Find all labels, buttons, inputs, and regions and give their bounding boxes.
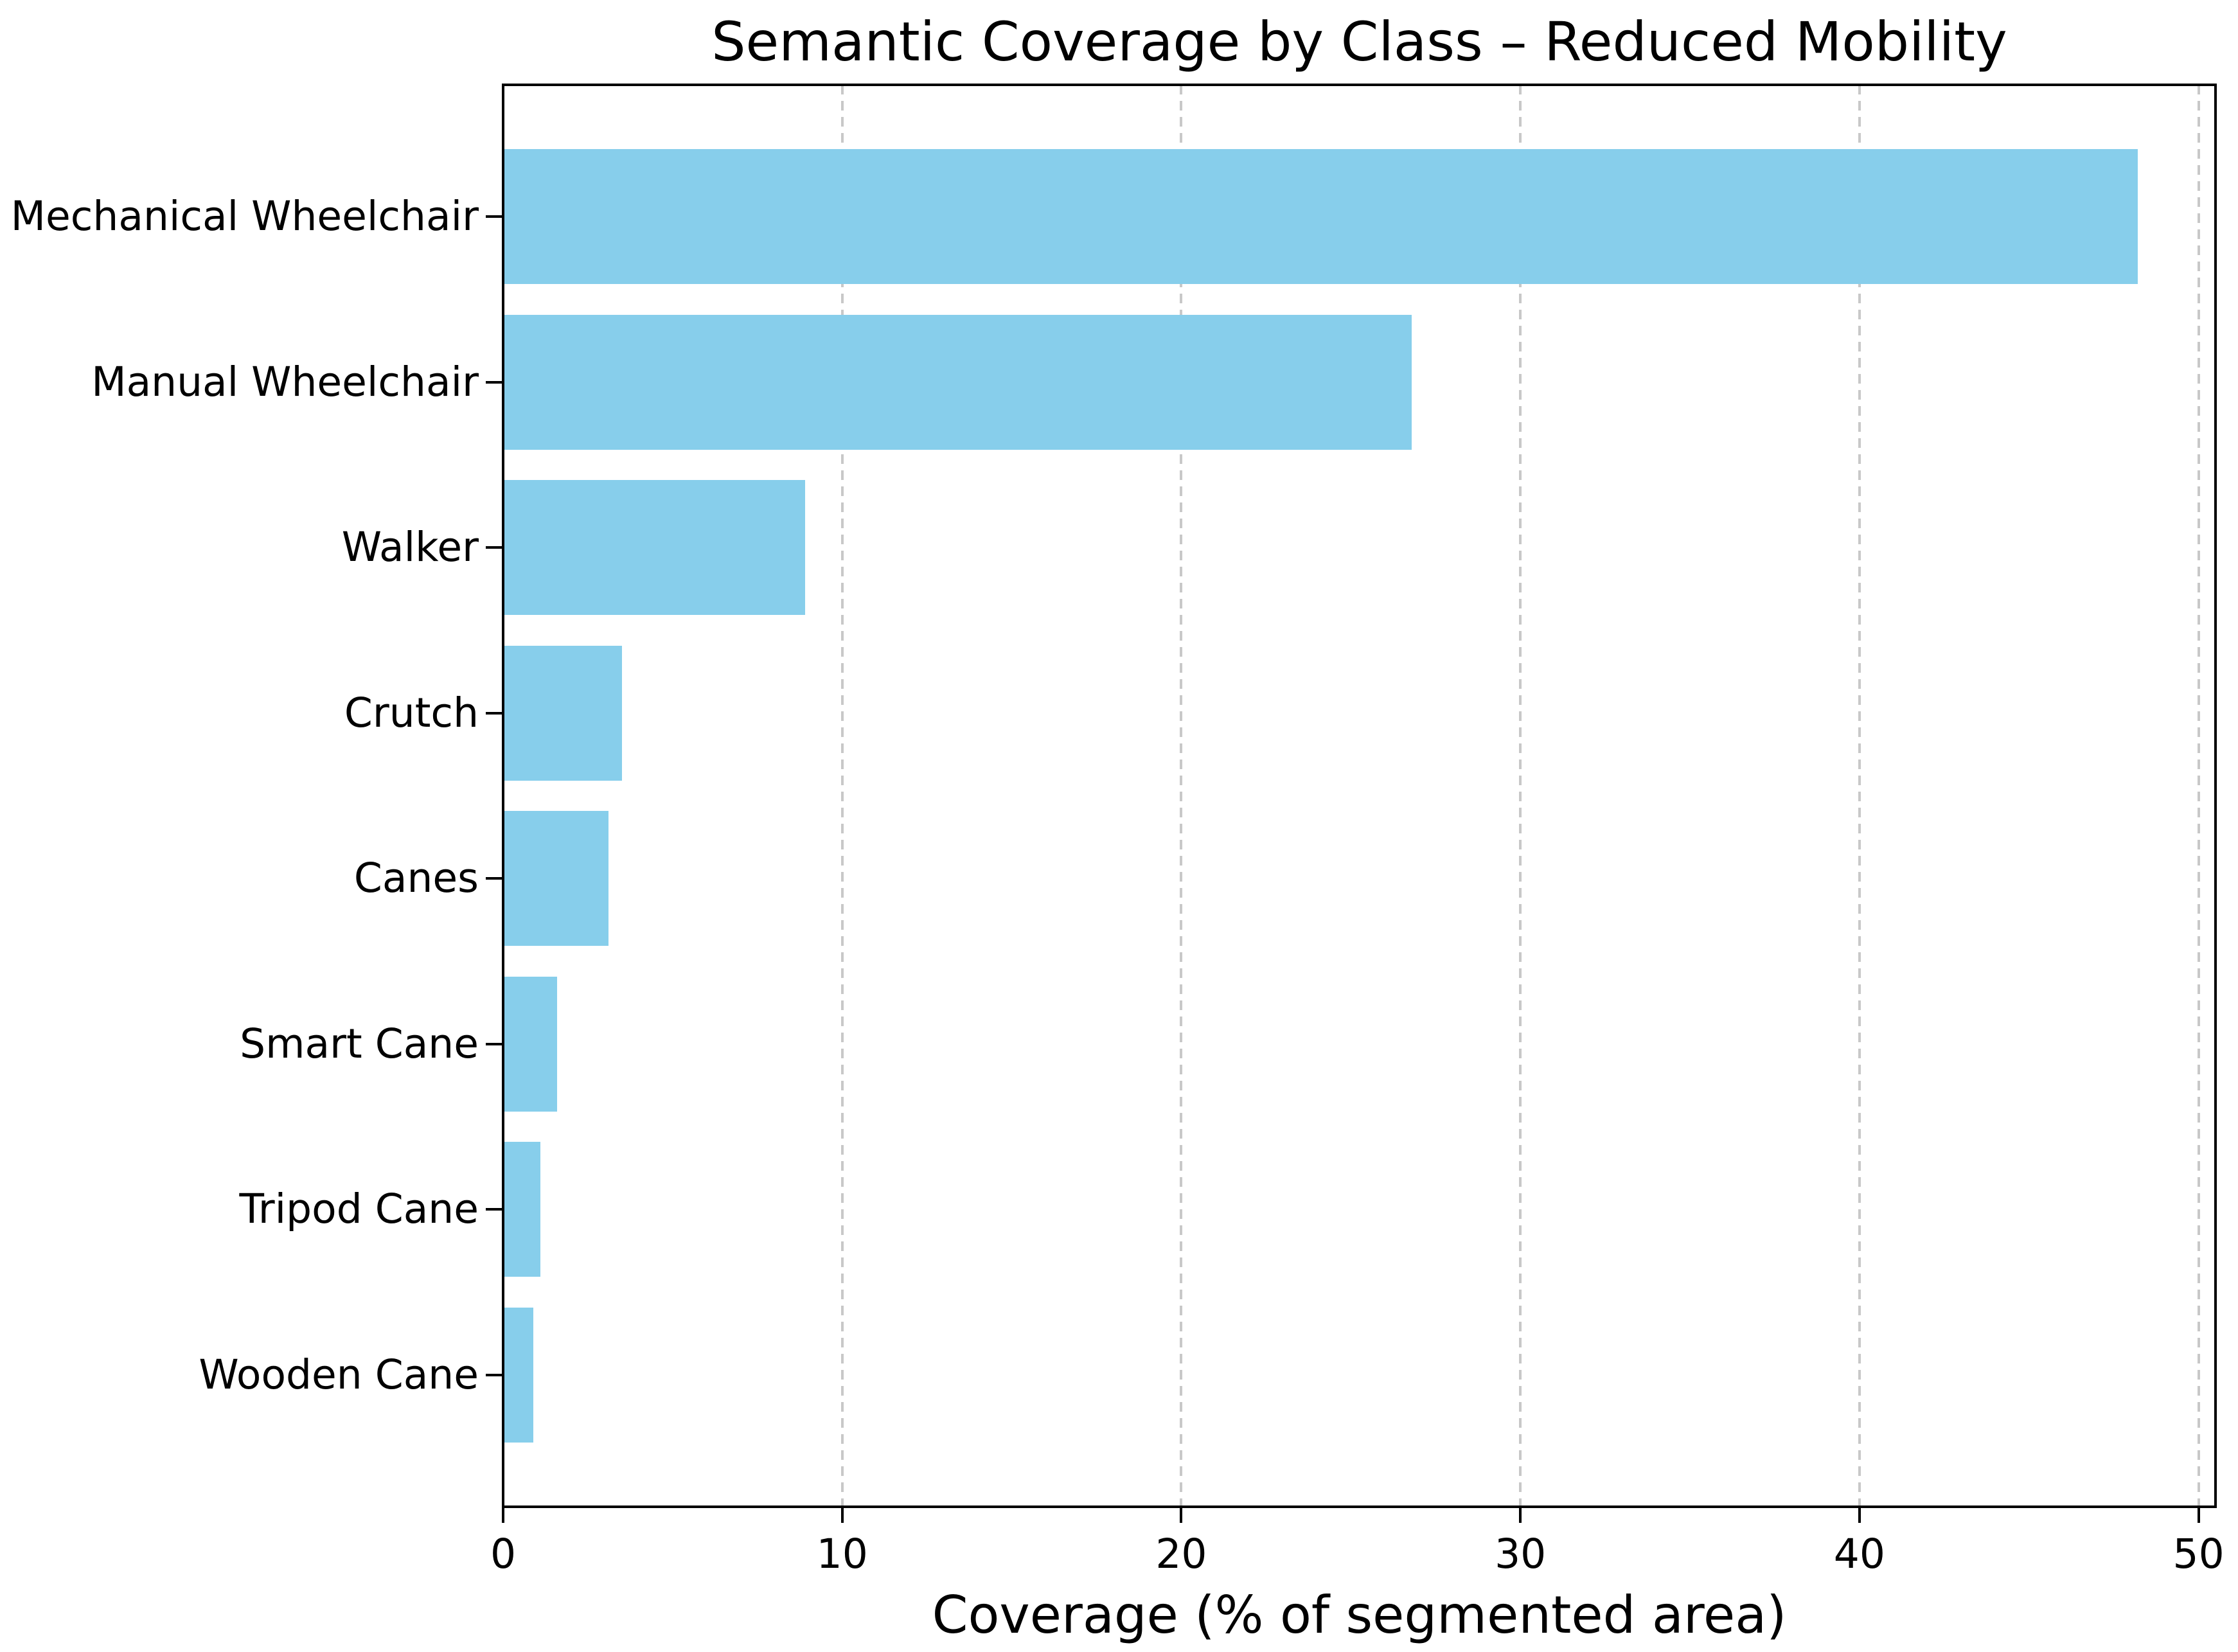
x-tick-30 [1519, 1508, 1522, 1523]
y-tick-manual-wheelchair [486, 380, 502, 384]
x-tick-0 [502, 1508, 504, 1523]
y-tick-crutch [486, 711, 502, 715]
bar-canes [503, 811, 608, 946]
bar-smart-cane [503, 976, 558, 1112]
y-tick-smart-cane [486, 1042, 502, 1045]
y-label-tripod-cane: Tripod Cane [239, 1186, 479, 1233]
gridline-10 [840, 85, 844, 1507]
y-label-walker: Walker [341, 524, 479, 571]
right-spine [2214, 84, 2217, 1508]
y-label-manual-wheelchair: Manual Wheelchair [91, 358, 479, 405]
y-label-crutch: Crutch [344, 689, 479, 736]
y-label-canes: Canes [353, 855, 479, 902]
plot-area [502, 84, 2217, 1508]
x-tick-20 [1180, 1508, 1183, 1523]
top-spine [502, 84, 2217, 86]
chart-title: Semantic Coverage by Class – Reduced Mob… [711, 10, 2007, 73]
y-tick-mechanical-wheelchair [486, 215, 502, 218]
y-tick-canes [486, 877, 502, 880]
bar-tripod-cane [503, 1142, 541, 1277]
y-tick-walker [486, 546, 502, 549]
x-tick-label-0: 0 [490, 1531, 517, 1577]
x-tick-label-10: 10 [816, 1531, 868, 1577]
bar-wooden-cane [503, 1308, 534, 1443]
x-axis-label: Coverage (% of segmented area) [932, 1585, 1787, 1645]
bottom-spine [502, 1505, 2217, 1508]
x-tick-label-20: 20 [1155, 1531, 1207, 1577]
gridline-20 [1180, 85, 1183, 1507]
bar-manual-wheelchair [503, 314, 1412, 450]
gridline-40 [1858, 85, 1861, 1507]
bar-mechanical-wheelchair [503, 149, 2138, 284]
y-tick-wooden-cane [486, 1374, 502, 1376]
gridline-30 [1519, 85, 1522, 1507]
bar-crutch [503, 645, 622, 781]
x-tick-label-30: 30 [1495, 1531, 1547, 1577]
y-label-wooden-cane: Wooden Cane [199, 1351, 479, 1398]
gridline-50 [2197, 85, 2200, 1507]
y-label-mechanical-wheelchair: Mechanical Wheelchair [10, 193, 479, 240]
y-tick-tripod-cane [486, 1208, 502, 1211]
x-tick-50 [2197, 1508, 2200, 1523]
x-tick-10 [840, 1508, 844, 1523]
x-tick-label-40: 40 [1833, 1531, 1885, 1577]
left-spine [502, 84, 504, 1508]
bar-walker [503, 480, 805, 616]
y-label-smart-cane: Smart Cane [240, 1020, 479, 1067]
x-tick-40 [1858, 1508, 1861, 1523]
x-tick-label-50: 50 [2172, 1531, 2225, 1577]
